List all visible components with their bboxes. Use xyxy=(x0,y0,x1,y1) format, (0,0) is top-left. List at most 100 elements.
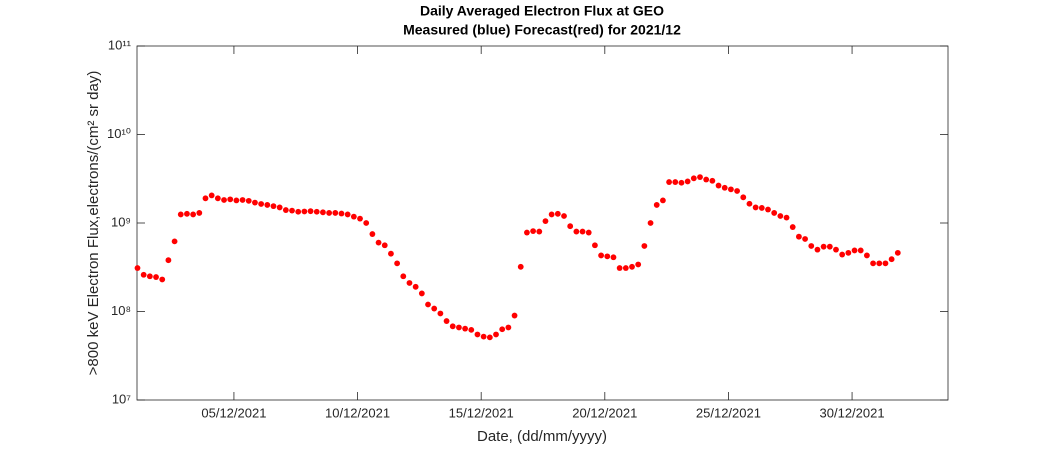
data-point xyxy=(332,210,339,216)
data-point xyxy=(715,182,722,189)
data-point xyxy=(295,208,302,215)
data-point xyxy=(616,265,623,271)
data-point xyxy=(443,318,450,324)
data-point xyxy=(326,210,333,216)
data-point xyxy=(338,210,345,217)
data-point xyxy=(826,243,833,250)
data-point xyxy=(375,239,382,246)
data-point xyxy=(833,246,839,253)
data-point xyxy=(554,210,561,217)
data-point xyxy=(820,243,827,250)
x-tick-label: 20/12/2021 xyxy=(572,405,637,420)
data-point xyxy=(400,273,407,280)
data-point xyxy=(159,276,166,283)
data-point xyxy=(431,305,438,312)
data-point xyxy=(697,174,703,181)
data-point xyxy=(765,206,771,213)
y-tick-label: 10⁸ xyxy=(111,303,131,318)
data-point xyxy=(573,228,580,235)
data-point xyxy=(406,280,413,286)
data-point xyxy=(202,195,209,202)
data-point xyxy=(542,218,549,225)
data-point xyxy=(499,326,506,333)
data-point xyxy=(468,326,475,333)
x-tick-label: 30/12/2021 xyxy=(820,405,885,420)
data-point xyxy=(289,207,295,214)
x-tick-label: 15/12/2021 xyxy=(449,405,514,420)
data-point xyxy=(592,242,598,249)
data-point xyxy=(134,265,141,271)
x-tick-label: 10/12/2021 xyxy=(325,405,390,420)
data-point xyxy=(709,177,716,184)
y-axis-label: >800 keV Electron Flux,electrons/(cm² sr… xyxy=(85,71,102,376)
data-point xyxy=(561,213,567,219)
data-point xyxy=(579,228,586,235)
data-point xyxy=(752,204,759,211)
chart-title: Daily Averaged Electron Flux at GEO xyxy=(420,3,664,19)
data-point xyxy=(870,260,876,267)
data-point xyxy=(480,333,487,340)
data-point xyxy=(808,243,815,249)
data-point xyxy=(344,211,351,218)
y-tick-label: 10⁹ xyxy=(111,214,131,229)
data-point xyxy=(839,251,846,258)
data-point xyxy=(350,213,357,220)
data-point xyxy=(449,323,456,330)
data-point xyxy=(276,204,283,211)
data-point xyxy=(864,252,870,259)
data-point xyxy=(622,265,629,271)
data-point xyxy=(845,249,852,256)
data-point xyxy=(660,197,666,204)
data-point xyxy=(857,247,864,254)
data-point xyxy=(684,178,691,185)
data-point xyxy=(690,175,697,182)
data-point xyxy=(530,228,537,234)
data-point xyxy=(307,208,314,215)
x-tick-label: 25/12/2021 xyxy=(696,405,761,420)
data-point xyxy=(394,260,401,267)
data-point xyxy=(777,213,784,219)
data-point xyxy=(264,202,271,208)
data-point xyxy=(653,202,660,208)
data-point xyxy=(672,179,679,185)
data-point xyxy=(381,242,388,249)
data-point xyxy=(629,263,635,270)
data-point xyxy=(585,229,592,236)
data-point xyxy=(641,243,648,249)
data-point xyxy=(486,334,493,341)
data-point xyxy=(505,324,512,331)
data-point xyxy=(703,176,710,183)
data-point xyxy=(153,274,159,280)
data-point xyxy=(511,312,518,319)
data-point xyxy=(252,199,258,206)
data-point xyxy=(758,205,765,211)
data-point xyxy=(196,210,203,216)
data-point xyxy=(666,179,672,185)
data-point xyxy=(425,301,431,308)
data-point xyxy=(882,260,889,267)
data-point xyxy=(221,197,227,203)
data-point xyxy=(728,186,734,193)
data-point xyxy=(412,283,419,290)
data-point xyxy=(598,252,604,259)
data-point xyxy=(678,179,685,186)
data-point xyxy=(208,192,215,199)
data-point xyxy=(313,208,320,215)
data-point xyxy=(363,220,370,226)
data-point xyxy=(245,197,252,204)
data-point xyxy=(171,238,178,245)
data-point xyxy=(734,188,740,194)
data-point xyxy=(474,331,481,338)
chart-subtitle: Measured (blue) Forecast(red) for 2021/1… xyxy=(403,22,681,38)
data-point xyxy=(214,195,221,202)
x-tick-label: 05/12/2021 xyxy=(201,405,266,420)
data-point xyxy=(146,273,153,280)
data-point xyxy=(258,201,265,207)
data-point xyxy=(177,211,184,218)
data-point xyxy=(796,233,802,240)
data-point xyxy=(746,200,753,207)
data-point xyxy=(851,247,858,254)
data-point xyxy=(635,261,642,268)
data-point xyxy=(190,211,197,218)
